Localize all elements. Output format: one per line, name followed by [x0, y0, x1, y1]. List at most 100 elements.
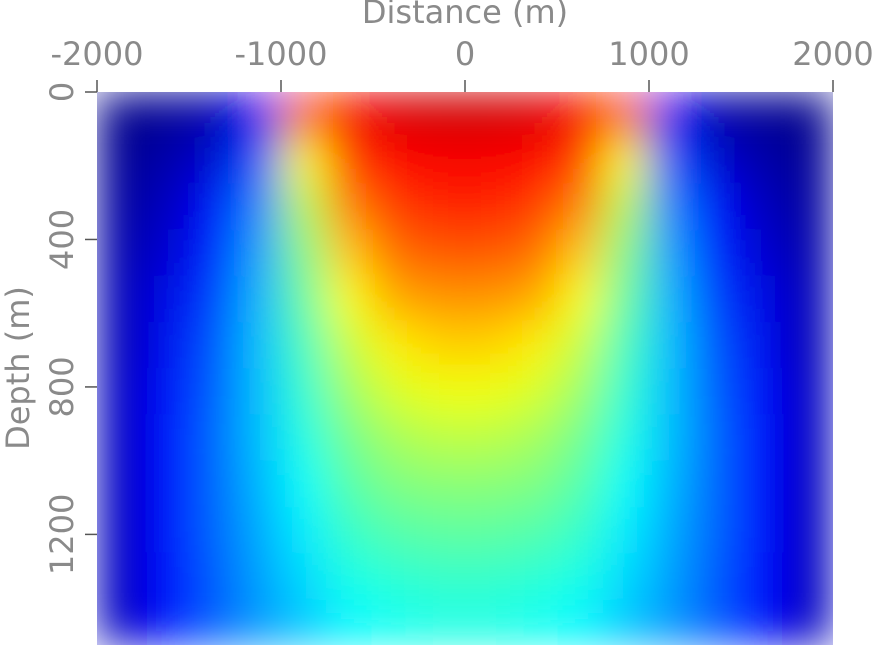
heatmap-cell: [510, 414, 558, 462]
heatmap-cell: [556, 460, 604, 508]
heatmap-cell: [280, 137, 328, 185]
heatmap-cell: [326, 183, 374, 231]
heatmap-cell: [188, 321, 236, 369]
heatmap-cell: [280, 321, 328, 369]
x-tick-label: 2000: [792, 35, 873, 73]
heatmap-cell: [418, 368, 466, 416]
heatmap-cell: [418, 92, 466, 139]
heatmap-cell: [418, 506, 466, 554]
heatmap-cell: [418, 460, 466, 508]
heatmap-cell: [280, 552, 328, 600]
heatmap-cell: [648, 506, 696, 554]
heatmap-cell: [280, 183, 328, 231]
heatmap-cell: [786, 321, 833, 369]
heatmap-cell: [234, 368, 282, 416]
heatmap-cell: [740, 92, 788, 139]
heatmap-cell: [648, 275, 696, 323]
heatmap-cell: [280, 460, 328, 508]
heatmap-cell: [464, 321, 512, 369]
heatmap-cell: [97, 137, 144, 185]
heatmap-cell: [326, 598, 374, 645]
heatmap-cell: [418, 275, 466, 323]
heatmap-cell: [97, 368, 144, 416]
heatmap-cell: [464, 368, 512, 416]
heatmap-cell: [510, 137, 558, 185]
heatmap-cell: [97, 414, 144, 462]
heatmap-cell: [464, 92, 512, 139]
heatmap-cell: [556, 598, 604, 645]
heatmap-cell: [372, 506, 420, 554]
heatmap-cell: [648, 321, 696, 369]
heatmap-cell: [188, 598, 236, 645]
heatmap-cell: [648, 183, 696, 231]
heatmap-cell: [326, 368, 374, 416]
heatmap-cell: [556, 229, 604, 277]
heatmap-cell: [786, 92, 833, 139]
y-tick-label: 400: [43, 209, 81, 270]
heatmap-cell: [142, 92, 190, 139]
heatmap-cell: [372, 229, 420, 277]
heatmap-cell: [142, 137, 190, 185]
y-axis-label: Depth (m): [0, 286, 37, 450]
heatmap-cell: [372, 552, 420, 600]
heatmap-cell: [418, 321, 466, 369]
heatmap-cell: [464, 460, 512, 508]
heatmap-cell: [740, 321, 788, 369]
heatmap-cell: [694, 137, 742, 185]
heatmap-cell: [234, 92, 282, 139]
heatmap-cell: [142, 275, 190, 323]
heatmap-cell: [418, 137, 466, 185]
x-tick-label: -2000: [51, 35, 144, 73]
heatmap-cell: [510, 275, 558, 323]
heatmap-cell: [556, 552, 604, 600]
heatmap-cell: [97, 321, 144, 369]
heatmap-cell: [740, 552, 788, 600]
heatmap-cell: [188, 229, 236, 277]
heatmap-cell: [694, 552, 742, 600]
heatmap-cell: [510, 229, 558, 277]
y-tick-label: 1200: [43, 494, 81, 575]
heatmap-cell: [694, 275, 742, 323]
heatmap-cell: [188, 460, 236, 508]
heatmap-cell: [556, 414, 604, 462]
heatmap-cell: [234, 229, 282, 277]
heatmap-cell: [97, 275, 144, 323]
heatmap-cell: [786, 414, 833, 462]
heatmap-cell: [326, 229, 374, 277]
heatmap-cell: [556, 92, 604, 139]
heatmap-cell: [372, 137, 420, 185]
heatmap-cell: [602, 460, 650, 508]
heatmap-cell: [142, 598, 190, 645]
x-tick-label: 1000: [608, 35, 689, 73]
x-axis-label: Distance (m): [362, 0, 568, 31]
y-tick-label: 0: [43, 82, 81, 102]
heatmap-cell: [418, 414, 466, 462]
heatmap-cell: [418, 598, 466, 645]
heatmap-cell: [372, 414, 420, 462]
heatmap-cell: [740, 598, 788, 645]
heatmap-cell: [372, 92, 420, 139]
heatmap-cell: [464, 598, 512, 645]
heatmap-cell: [602, 552, 650, 600]
heatmap-cell: [326, 460, 374, 508]
heatmap-cell: [142, 414, 190, 462]
heatmap-cell: [786, 183, 833, 231]
heatmap-cell: [694, 598, 742, 645]
heatmap-cell: [740, 137, 788, 185]
heatmap-cell: [694, 368, 742, 416]
heatmap-cell: [510, 506, 558, 554]
heatmap-cell: [740, 414, 788, 462]
heatmap-cell: [372, 321, 420, 369]
heatmap-cell: [740, 506, 788, 554]
heatmap-cell: [556, 506, 604, 554]
heatmap-cell: [786, 598, 833, 645]
heatmap-cell: [97, 598, 144, 645]
heatmap-cell: [556, 183, 604, 231]
heatmap-cell: [97, 506, 144, 554]
heatmap-cell: [280, 229, 328, 277]
heatmap-cell: [188, 552, 236, 600]
heatmap-cell: [464, 552, 512, 600]
heatmap-cell: [418, 552, 466, 600]
heatmap-cell: [694, 229, 742, 277]
